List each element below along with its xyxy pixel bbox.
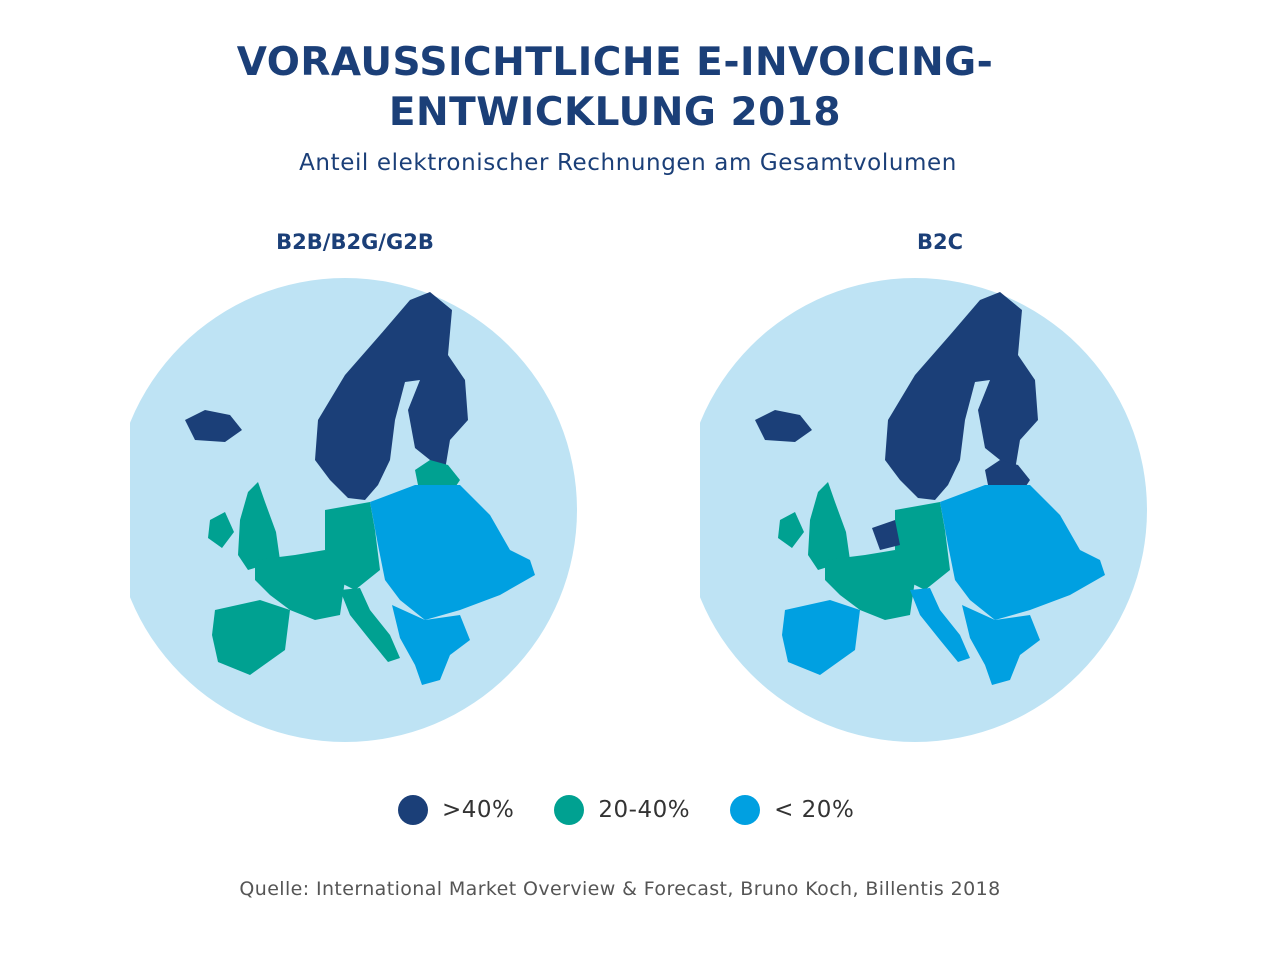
region-east <box>940 485 1105 620</box>
region-france <box>255 550 345 620</box>
region-iberia <box>782 600 860 675</box>
legend-item-high: >40% <box>398 795 514 825</box>
map-label-b2b: B2B/B2G/G2B <box>276 230 434 254</box>
region-balkans <box>962 605 1040 685</box>
legend-label: >40% <box>442 797 515 823</box>
region-british-isles <box>208 482 280 570</box>
title-line-1: VORAUSSICHTLICHE E-INVOICING- <box>236 40 994 85</box>
region-central <box>325 502 380 590</box>
europe-map-b2b <box>130 278 577 742</box>
region-central <box>895 502 950 590</box>
page-title: VORAUSSICHTLICHE E-INVOICING- ENTWICKLUN… <box>0 38 1230 138</box>
legend-label: < 20% <box>774 797 855 823</box>
region-nordic <box>885 292 1038 500</box>
legend-swatch <box>554 795 585 825</box>
region-nordic <box>315 292 468 500</box>
region-italy <box>910 588 970 662</box>
region-balkans <box>392 605 470 685</box>
subtitle: Anteil elektronischer Rechnungen am Gesa… <box>299 150 957 176</box>
legend-item-mid: 20-40% <box>554 795 690 825</box>
title-line-2: ENTWICKLUNG 2018 <box>388 90 842 135</box>
legend-swatch <box>398 795 428 825</box>
region-benelux <box>872 520 900 550</box>
legend: >40% 20-40% < 20% <box>398 795 894 825</box>
legend-swatch <box>730 795 761 825</box>
europe-map-b2c <box>700 278 1147 742</box>
region-france <box>825 550 915 620</box>
region-baltics <box>415 460 460 492</box>
region-iceland <box>755 410 812 442</box>
region-iceland <box>185 410 242 442</box>
region-italy <box>340 588 400 662</box>
source-note: Quelle: International Market Overview & … <box>239 878 1001 900</box>
region-baltics <box>985 460 1030 492</box>
legend-item-low: < 20% <box>730 795 854 825</box>
map-label-b2c: B2C <box>916 230 964 254</box>
region-british-isles <box>778 482 850 570</box>
region-iberia <box>212 600 290 675</box>
region-east <box>370 485 535 620</box>
legend-label: 20-40% <box>598 797 691 823</box>
